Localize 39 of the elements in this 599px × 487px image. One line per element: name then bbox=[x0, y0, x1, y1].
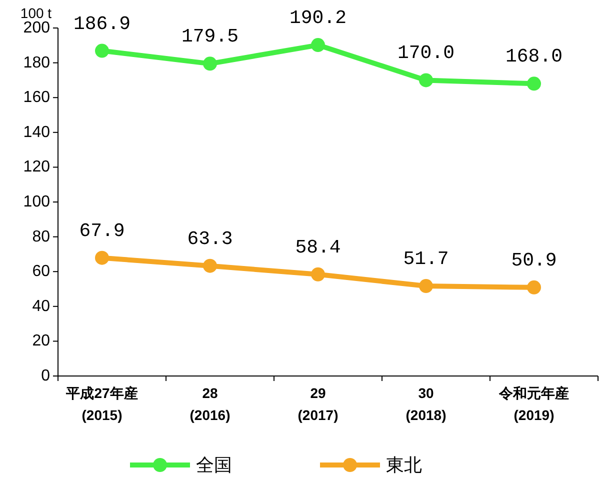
y-tick-label: 20 bbox=[32, 332, 50, 350]
data-label: 190.2 bbox=[289, 7, 347, 30]
data-label: 51.7 bbox=[403, 248, 449, 270]
point bbox=[203, 258, 217, 273]
data-label: 58.4 bbox=[295, 236, 341, 258]
x-tick-label: 令和元年産 (2019) bbox=[498, 385, 569, 423]
y-tick-label: 0 bbox=[41, 368, 50, 384]
y-tick-label: 160 bbox=[23, 89, 50, 106]
point bbox=[203, 56, 217, 71]
y-tick-label: 120 bbox=[23, 158, 50, 176]
y-tick-label: 140 bbox=[23, 124, 50, 141]
x-tick-label: 30 (2018) bbox=[406, 385, 446, 423]
data-label: 67.9 bbox=[79, 220, 125, 242]
data-label: 50.9 bbox=[511, 249, 557, 272]
y-tick-label: 60 bbox=[32, 263, 50, 280]
data-label: 168.0 bbox=[505, 46, 563, 68]
y-tick-label: 200 bbox=[23, 20, 50, 36]
y-tick-label: 40 bbox=[32, 298, 50, 315]
data-label: 170.0 bbox=[397, 42, 455, 64]
legend-label: 全国 bbox=[196, 455, 232, 475]
point bbox=[311, 267, 325, 282]
point bbox=[527, 280, 541, 294]
x-tick-label: 平成27年産 (2015) bbox=[65, 385, 138, 423]
point bbox=[311, 38, 325, 52]
data-label: 63.3 bbox=[187, 228, 233, 250]
x-tick-label: 28 (2016) bbox=[190, 385, 230, 423]
point bbox=[419, 73, 433, 88]
x-tick-label: 29 (2017) bbox=[298, 385, 338, 423]
point bbox=[527, 76, 541, 91]
y-axis-title: 100 t bbox=[20, 5, 52, 21]
y-tick-label: 100 bbox=[23, 194, 50, 210]
data-label: 186.9 bbox=[73, 12, 131, 35]
y-tick-label: 180 bbox=[23, 54, 50, 72]
data-label: 179.5 bbox=[181, 26, 239, 48]
y-tick-label: 80 bbox=[32, 228, 50, 246]
point bbox=[95, 250, 109, 265]
point bbox=[95, 44, 109, 58]
legend-label: 東北 bbox=[386, 455, 422, 475]
point bbox=[419, 279, 433, 294]
